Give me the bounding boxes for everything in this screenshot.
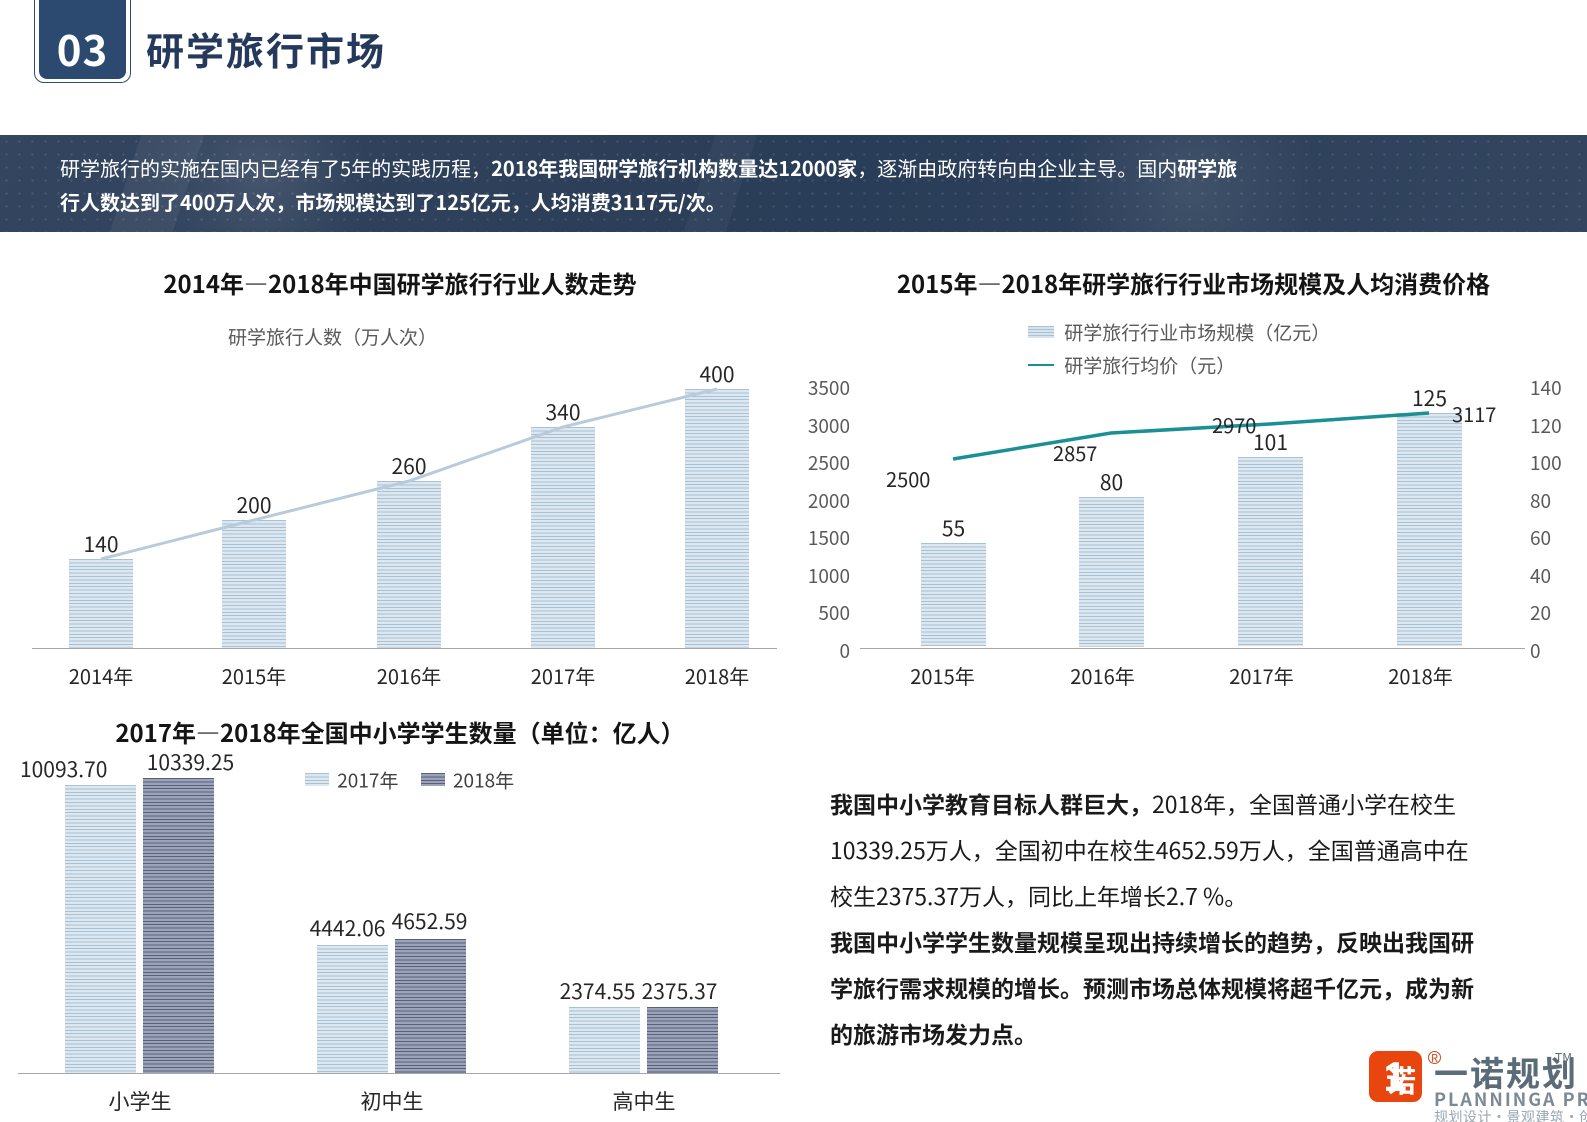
svg-text:诺: 诺 [1386,1057,1416,1101]
